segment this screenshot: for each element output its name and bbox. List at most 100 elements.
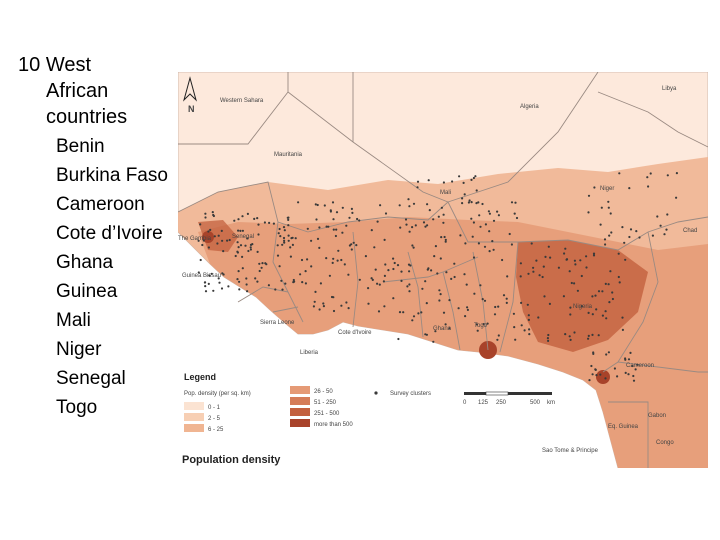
survey-cluster-dot [595,374,598,377]
label-guinea-bissau: Guinea Bissau [182,273,221,279]
survey-cluster-dot [537,316,540,319]
survey-cluster-dot [594,368,597,371]
label-algeria: Algeria [520,104,539,110]
survey-cluster-dot [358,219,361,222]
survey-cluster-dot [462,181,465,184]
survey-cluster-dot [470,178,473,181]
survey-cluster-dot [393,261,396,265]
survey-cluster-dot [530,242,533,245]
scale-tick: km [547,400,555,406]
survey-cluster-dot [617,275,620,279]
survey-cluster-dot [629,228,633,231]
survey-cluster-dot [592,352,595,355]
label-ghana: Ghana [433,326,452,332]
survey-cluster-dot [323,204,326,207]
survey-cluster-dot [497,334,500,337]
survey-cluster-dot [601,290,604,293]
survey-cluster-dot [649,172,652,175]
slide-heading: 10 West African countries [18,52,178,130]
survey-cluster-dot [352,241,355,244]
survey-cluster-dot [427,179,430,182]
survey-cluster-dot [378,283,381,286]
survey-cluster-dot [397,337,400,341]
survey-cluster-dot [492,248,495,251]
label-congo: Congo [656,440,674,446]
survey-cluster-dot [442,213,445,216]
survey-cluster-dot [207,230,210,233]
survey-cluster-dot [257,223,260,226]
survey-cluster-dot [471,235,474,238]
survey-cluster-dot [569,313,572,316]
heading-word-west: West [45,54,92,76]
survey-cluster-dot [251,243,254,246]
survey-cluster-dot [210,272,213,275]
label-senegal: Senegal [232,234,254,240]
survey-cluster-dot [488,250,491,253]
survey-cluster-dot [541,275,544,279]
survey-cluster-dot [384,212,388,215]
survey-cluster-dot [280,279,283,282]
country-item: Benin [56,136,105,157]
survey-cluster-dot [636,363,639,366]
survey-cluster-dot [400,270,403,273]
survey-cluster-dot [315,218,318,221]
survey-cluster-dot [306,227,309,230]
survey-cluster-dot [301,281,304,284]
survey-cluster-dot [501,258,504,262]
survey-cluster-dot [264,262,267,265]
survey-cluster-dot [424,225,427,228]
survey-cluster-dot [491,240,494,243]
survey-cluster-dot [604,377,607,380]
legend-class-label: 6 - 25 [208,427,224,433]
survey-cluster-dot [434,330,437,333]
survey-cluster-dot [564,333,567,336]
survey-cluster-dot [438,289,441,292]
survey-cluster-dot [221,239,224,242]
survey-cluster-dot [314,290,317,293]
label-cameroon: Cameroon [626,363,654,369]
survey-cluster-dot [594,294,597,297]
legend-survey-clusters: Survey clusters [374,391,431,397]
survey-cluster-dot [585,255,588,258]
survey-cluster-dot [287,224,290,227]
survey-cluster-dot [355,244,358,247]
survey-cluster-dot [496,338,499,341]
survey-cluster-dot [411,244,414,247]
survey-cluster-dot [457,307,460,310]
survey-cluster-dot [313,300,316,303]
survey-cluster-dot [291,243,294,246]
survey-cluster-dot [335,211,339,214]
survey-cluster-dot [464,315,467,318]
survey-cluster-dot [426,224,429,227]
legend-class-label: 26 - 50 [314,389,333,395]
survey-cluster-dot [466,308,469,311]
survey-cluster-dot [568,335,571,338]
survey-cluster-dot [448,299,451,302]
survey-cluster-dot [505,301,508,304]
survey-cluster-points [197,172,678,382]
survey-cluster-dot [246,212,249,215]
survey-cluster-dot [488,230,491,233]
survey-cluster-dot [604,310,607,313]
country-item: Mali [56,310,91,331]
survey-cluster-dot [325,257,328,260]
survey-cluster-dot [281,243,284,246]
survey-cluster-dot [434,245,437,248]
survey-cluster-dot [203,281,206,284]
survey-cluster-dot [392,297,395,300]
survey-cluster-dot [611,297,614,301]
survey-cluster-dot [245,277,248,280]
scale-tick: 250 [496,400,507,406]
survey-cluster-dot [548,302,551,305]
survey-cluster-dot [383,238,386,241]
survey-cluster-dot [282,236,286,240]
survey-cluster-dot [475,202,478,205]
survey-cluster-dot [609,212,612,215]
survey-cluster-dot [241,267,244,270]
survey-cluster-dot [593,186,596,189]
survey-cluster-dot [444,323,447,326]
survey-cluster-dot [604,243,607,246]
legend-swatch [184,413,204,421]
survey-cluster-dot [629,351,632,354]
survey-cluster-dot [547,333,550,337]
